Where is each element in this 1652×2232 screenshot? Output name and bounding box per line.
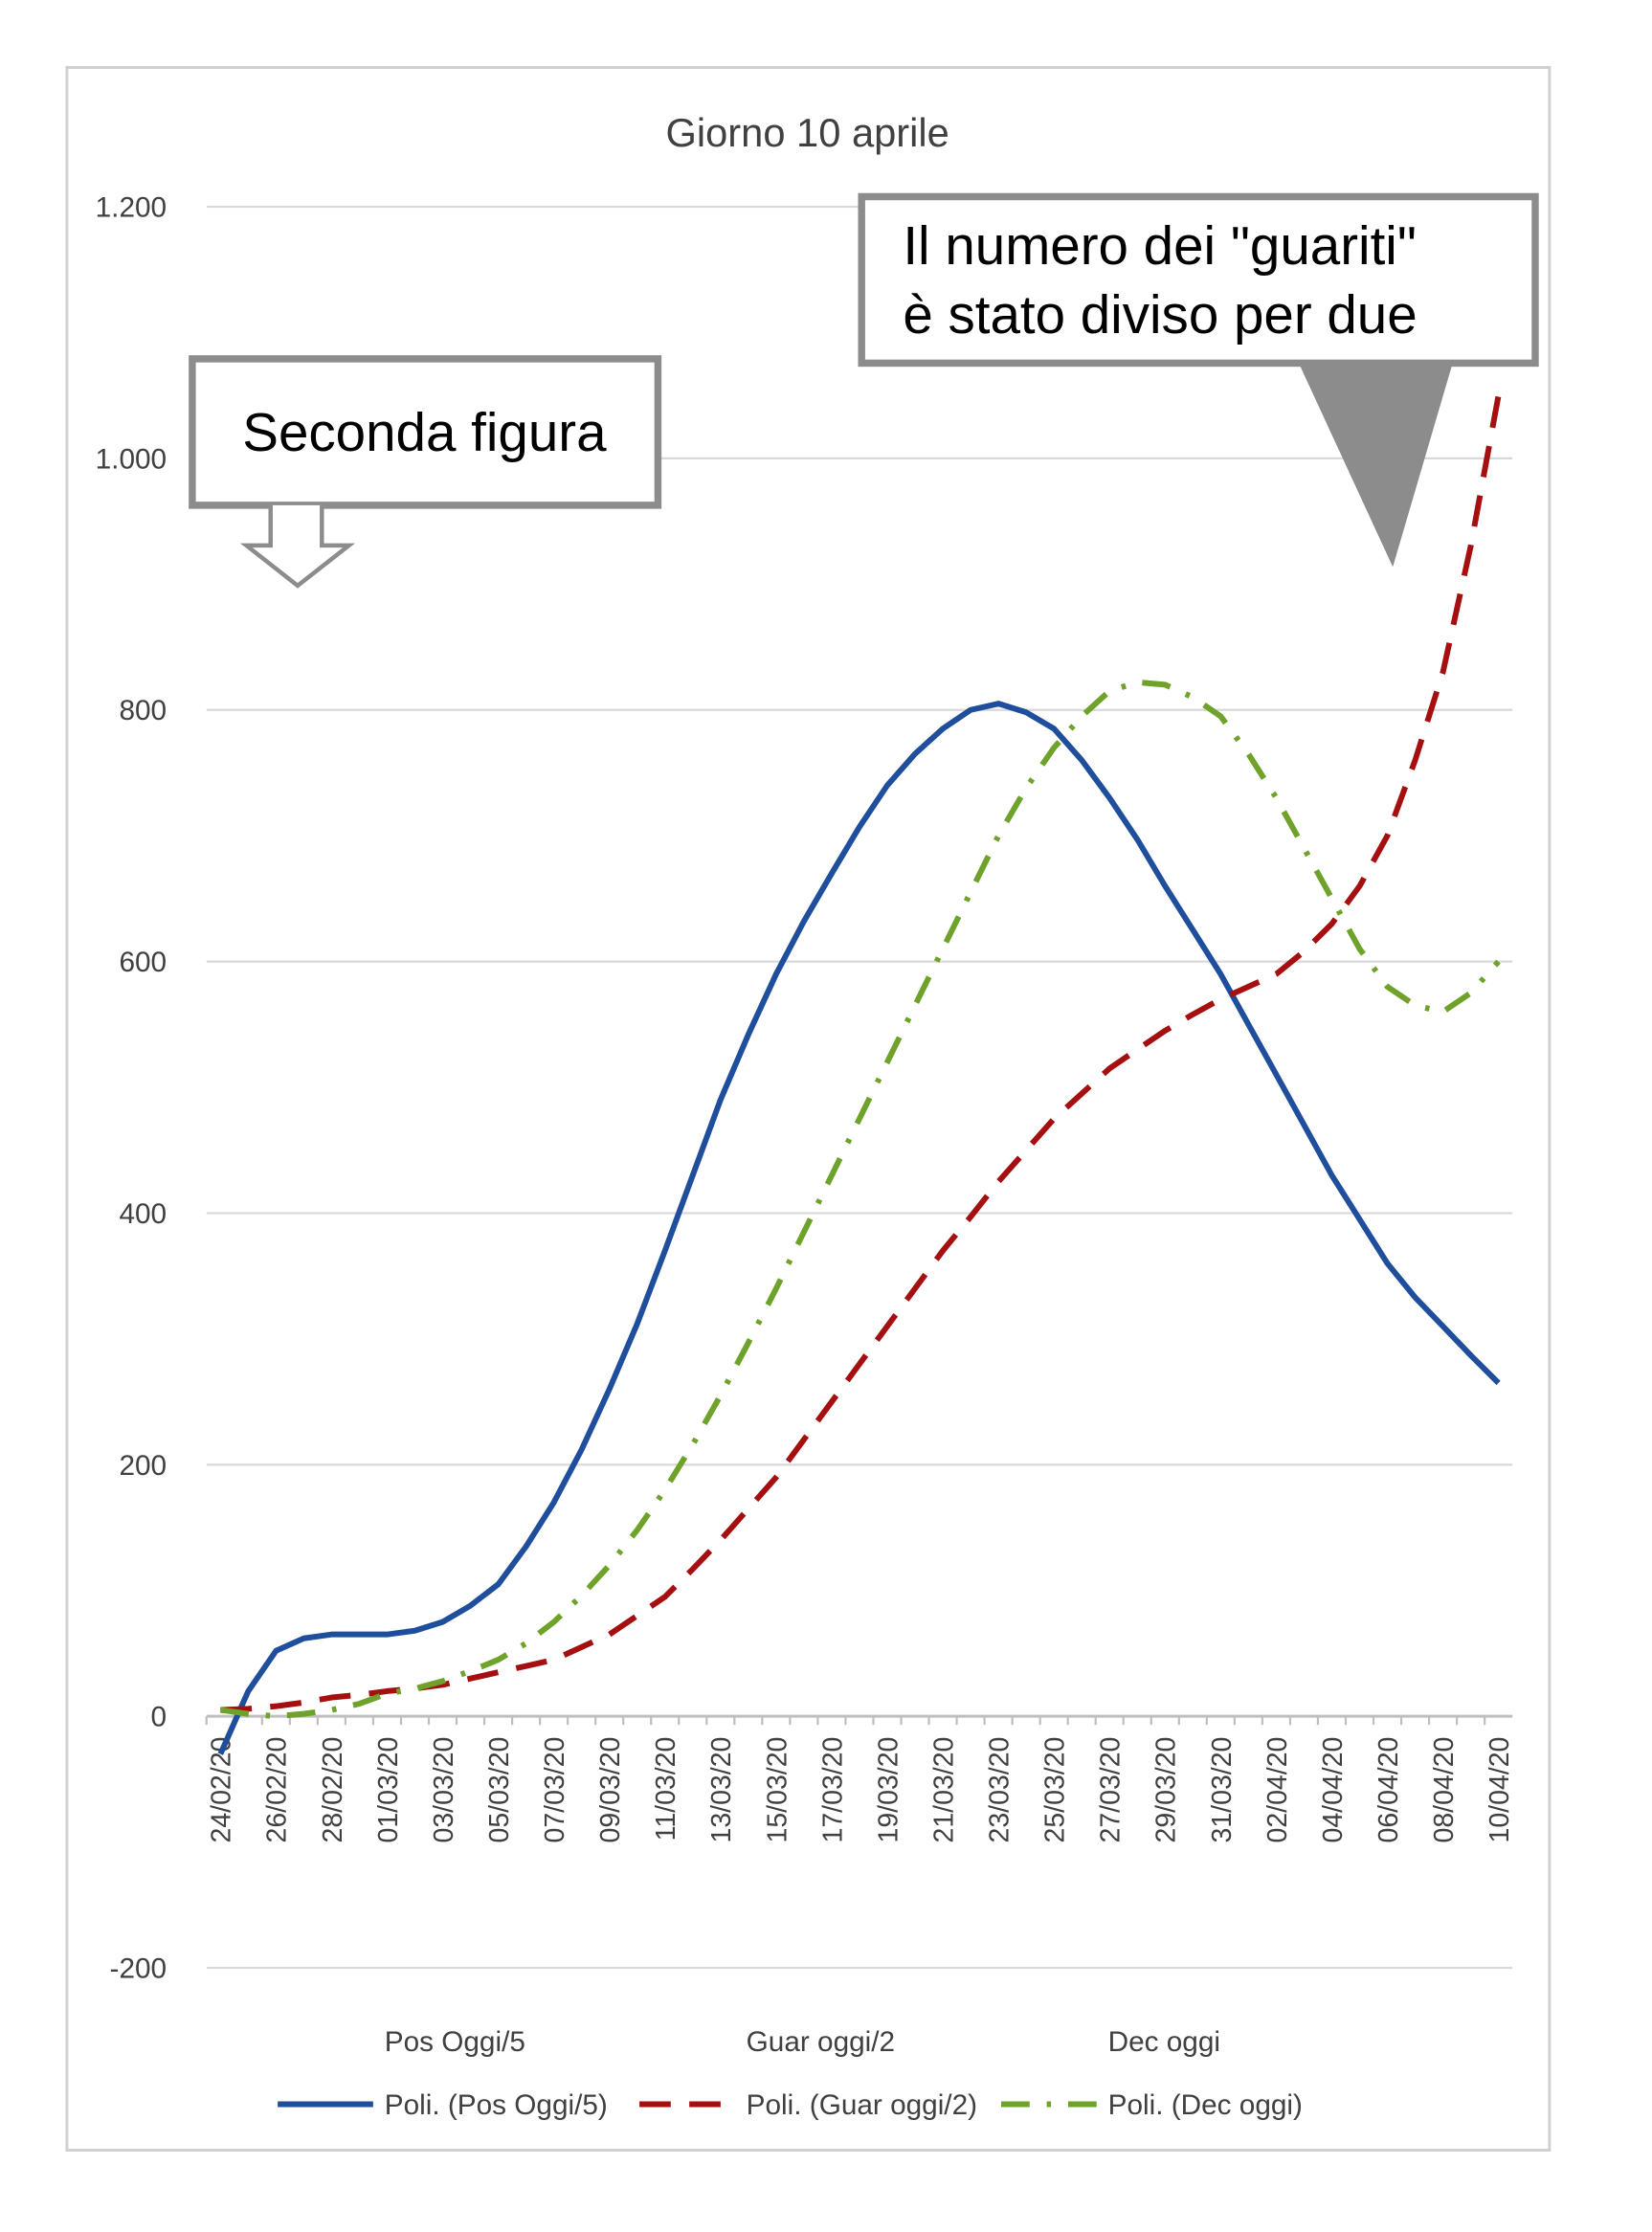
y-tick-label: 800: [119, 695, 167, 726]
x-tick-label: 25/03/20: [1040, 1737, 1071, 1843]
callout-right: Il numero dei "guariti" è stato diviso p…: [858, 192, 1539, 568]
x-tick-label: 05/03/20: [484, 1737, 515, 1843]
x-tick-label: 31/03/20: [1207, 1737, 1238, 1843]
x-tick-label: 15/03/20: [762, 1737, 793, 1843]
legend-label: Guar oggi/2: [747, 2026, 895, 2058]
y-tick-label: 600: [119, 947, 167, 978]
y-tick-label: 1.000: [96, 443, 167, 475]
y-tick-label: 0: [151, 1702, 167, 1733]
x-tick-label: 11/03/20: [651, 1737, 681, 1841]
x-tick-label: 29/03/20: [1151, 1737, 1182, 1843]
x-tick-label: 21/03/20: [929, 1737, 960, 1843]
callout-box: [189, 355, 662, 509]
callout-left: Seconda figura: [189, 355, 662, 589]
series-line: [217, 701, 1501, 1755]
y-tick-label: -200: [110, 1953, 167, 1984]
x-tick-label: 19/03/20: [874, 1737, 904, 1843]
x-tick-label: 03/03/20: [429, 1737, 459, 1843]
callout-box: [858, 192, 1539, 368]
chart-title: Giorno 10 aprile: [665, 110, 949, 155]
annotation: Il numero dei "guariti": [903, 216, 1417, 277]
x-tick-label: 17/03/20: [817, 1737, 848, 1843]
x-tick-label: 01/03/20: [373, 1737, 404, 1843]
y-tick-label: 400: [119, 1198, 167, 1230]
x-tick-label: 09/03/20: [595, 1737, 626, 1843]
x-tick-label: 08/04/20: [1429, 1737, 1460, 1843]
callout-arrow: [239, 504, 356, 589]
x-tick-label: 10/04/20: [1485, 1737, 1515, 1843]
x-tick-label: 23/03/20: [985, 1737, 1016, 1843]
legend-label: Poli. (Dec oggi): [1108, 2089, 1303, 2121]
x-tick-label: 06/04/20: [1373, 1737, 1404, 1843]
legend-label: Poli. (Pos Oggi/5): [385, 2089, 608, 2121]
x-tick-label: 07/03/20: [540, 1737, 570, 1843]
legend-label: Dec oggi: [1108, 2026, 1220, 2058]
x-tick-label: 27/03/20: [1096, 1737, 1127, 1843]
callout-pointer: [1298, 363, 1453, 568]
series-line: [219, 679, 1501, 1720]
legend-label: Pos Oggi/5: [385, 2026, 525, 2058]
x-tick-label: 28/02/20: [318, 1737, 348, 1843]
x-tick-label: 13/03/20: [706, 1737, 737, 1843]
y-tick-label: 200: [119, 1450, 167, 1482]
x-tick-label: 02/04/20: [1262, 1737, 1293, 1843]
legend-label: Poli. (Guar oggi/2): [747, 2089, 977, 2121]
x-tick-label: 04/04/20: [1318, 1737, 1349, 1843]
x-tick-label: 26/02/20: [262, 1737, 293, 1843]
y-tick-label: 1.200: [96, 191, 167, 223]
annotation: Seconda figura: [242, 403, 607, 463]
annotation: è stato diviso per due: [903, 285, 1417, 346]
